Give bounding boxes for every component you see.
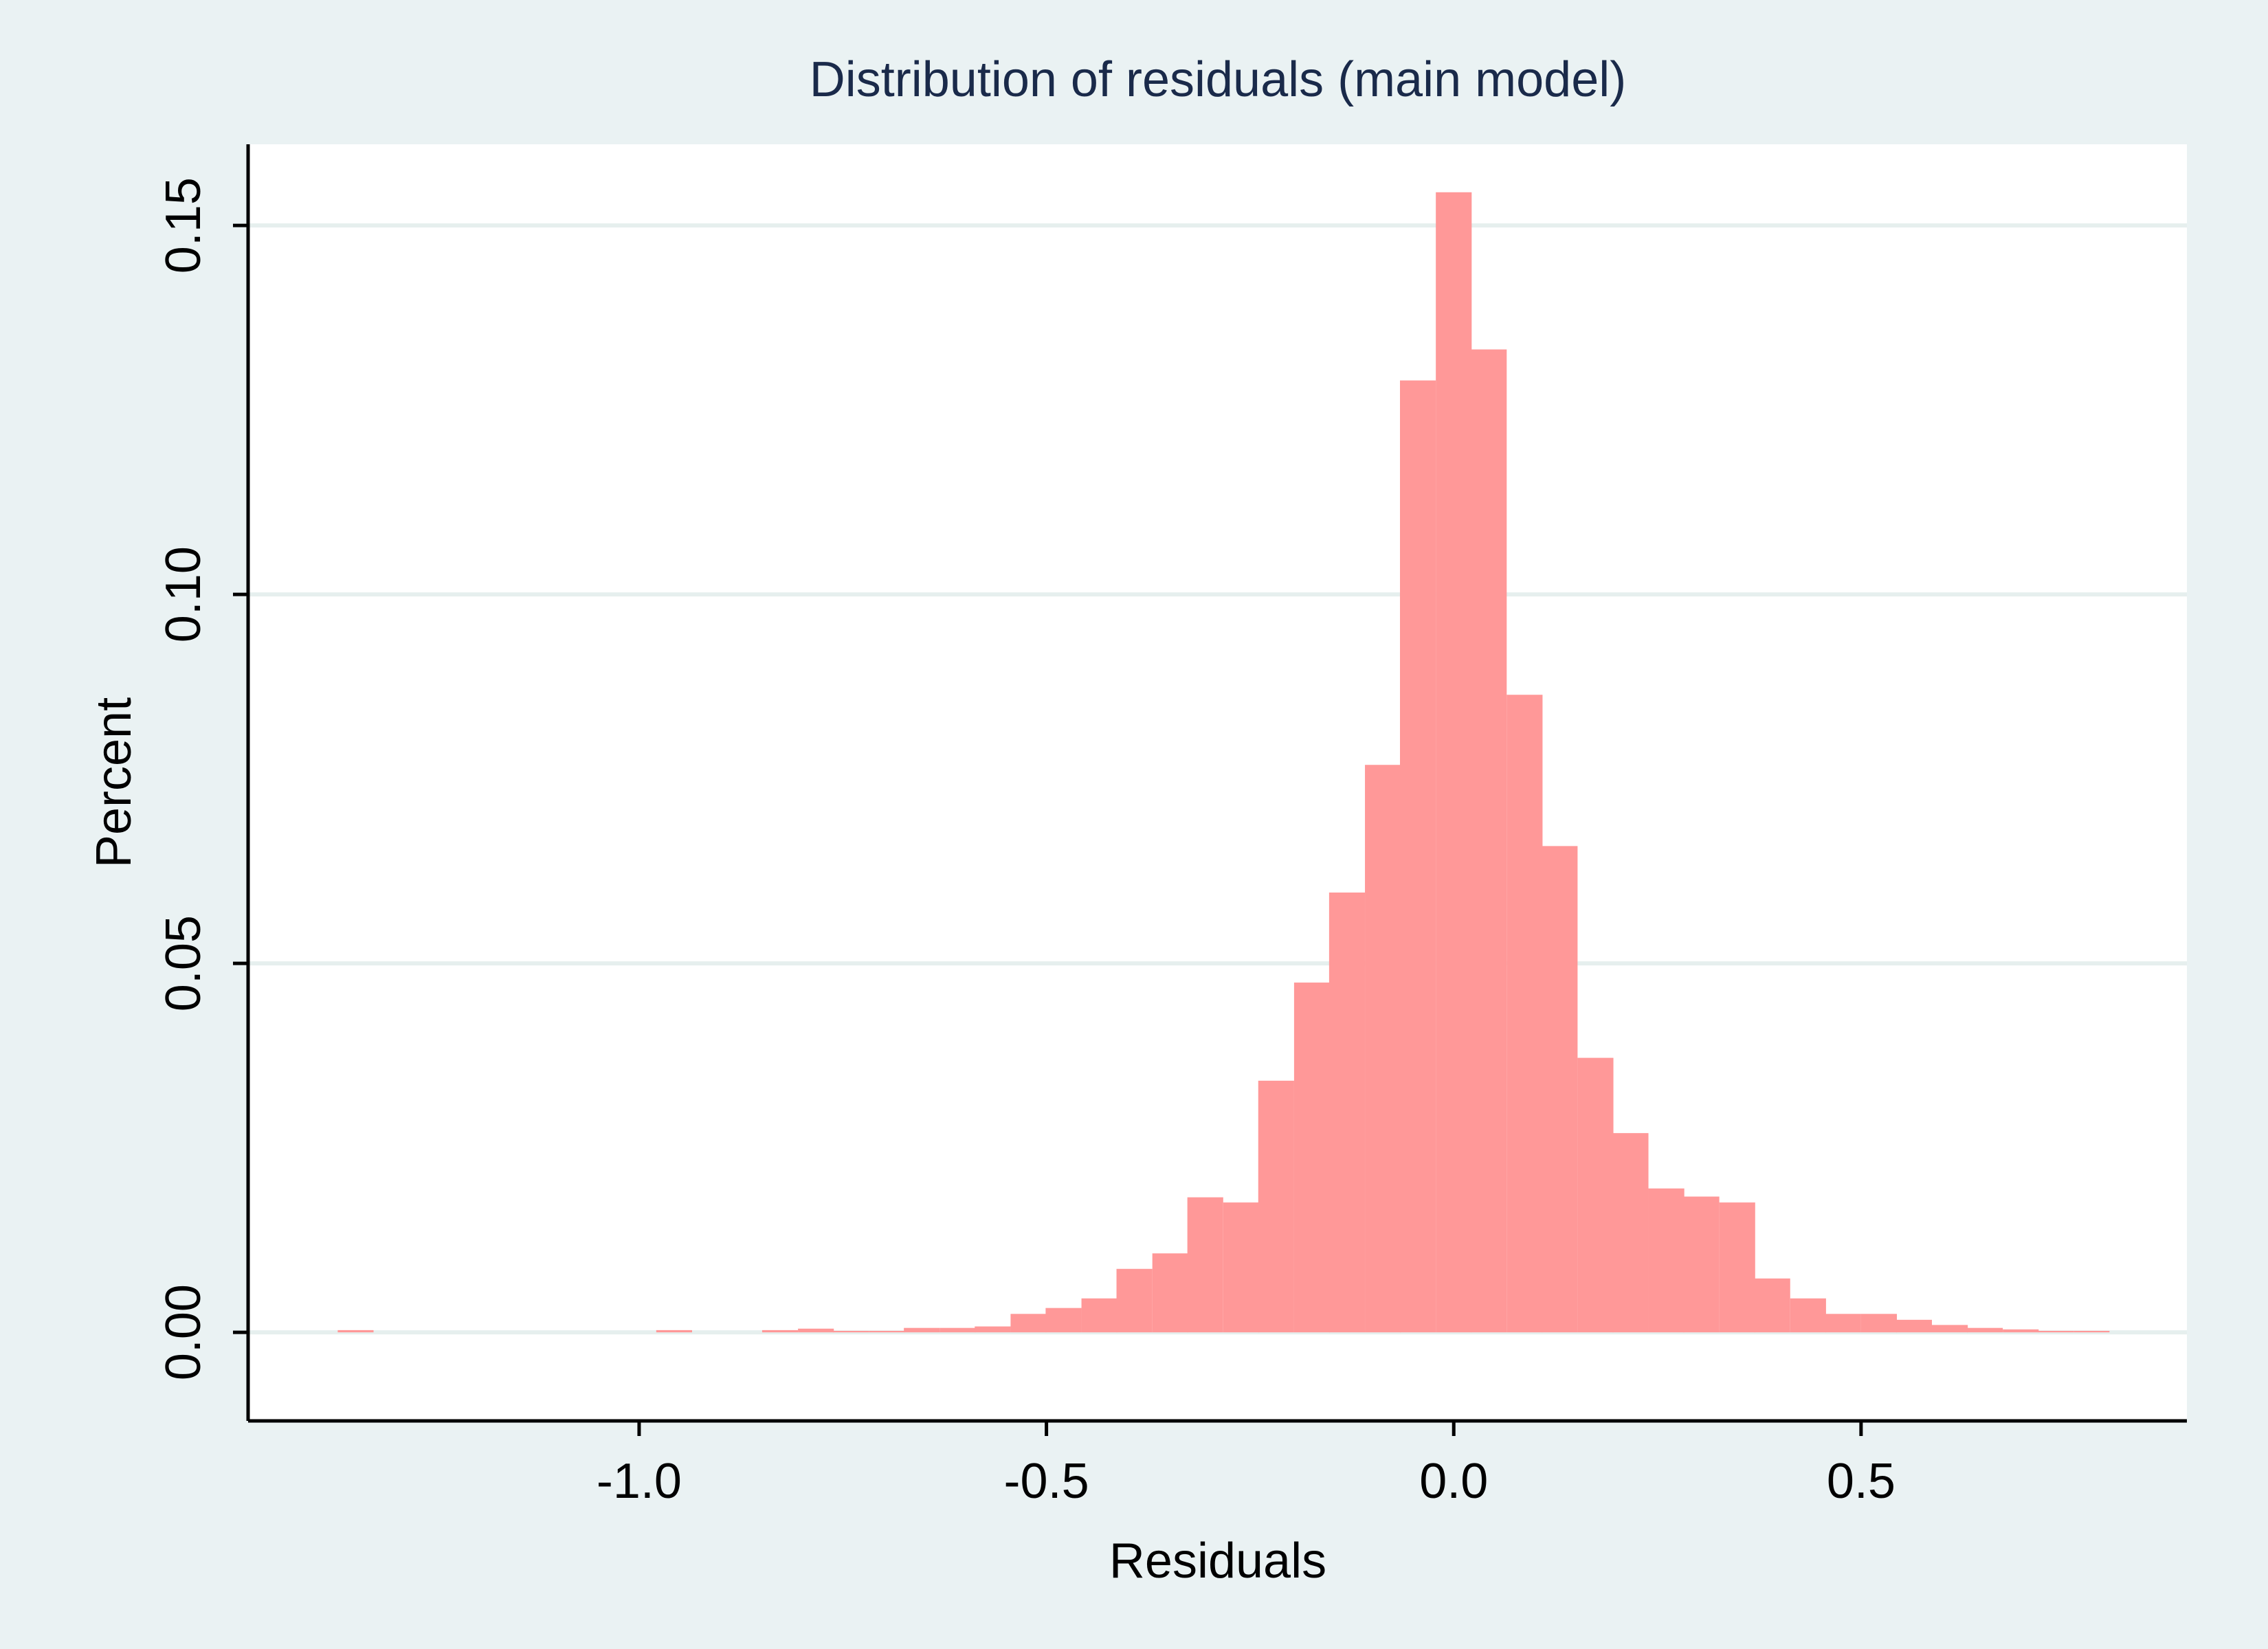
y-tick-label: 0.05 [156, 915, 211, 1011]
histogram-bar [1719, 1202, 1755, 1333]
histogram-bar [1116, 1268, 1153, 1333]
histogram-bar [337, 1330, 374, 1333]
histogram-bar [1081, 1298, 1118, 1333]
x-ticks: -1.0 -0.5 0.0 0.5 [597, 1421, 1895, 1509]
histogram-bar [1825, 1314, 1861, 1333]
histogram-bar [1471, 349, 1507, 1333]
histogram-bar [975, 1326, 1011, 1333]
x-axis-label: Residuals [1109, 1534, 1326, 1589]
histogram-bar [1790, 1298, 1826, 1333]
histogram-bar [1612, 1133, 1649, 1333]
histogram-bar [1400, 380, 1436, 1333]
y-axis-label: Percent [87, 697, 142, 868]
histogram-bar [1152, 1253, 1188, 1333]
histogram-bar [904, 1327, 940, 1333]
histogram-bar [1365, 765, 1401, 1333]
histogram-bar [1507, 695, 1543, 1333]
y-tick-label: 0.15 [156, 177, 211, 273]
histogram-bar [869, 1330, 905, 1333]
y-tick-label: 0.10 [156, 546, 211, 642]
x-tick-label: 0.0 [1419, 1454, 1488, 1509]
y-tick-label: 0.00 [156, 1284, 211, 1380]
histogram-bar [2038, 1330, 2074, 1333]
x-tick-label: -0.5 [1004, 1454, 1089, 1509]
histogram-bar [1223, 1202, 1259, 1333]
histogram-bar [1683, 1196, 1720, 1333]
histogram-bar [1648, 1188, 1685, 1333]
bars [337, 192, 2110, 1333]
y-ticks: 0.00 0.05 0.10 0.15 [156, 177, 248, 1380]
histogram-bar [1932, 1325, 1968, 1333]
histogram-bar [798, 1328, 834, 1333]
histogram-bar [1895, 1319, 1933, 1333]
histogram-bar [1577, 1057, 1614, 1333]
histogram-bar [940, 1327, 976, 1333]
histogram-bar [2003, 1329, 2039, 1333]
histogram-bar [1328, 893, 1366, 1333]
x-tick-label: 0.5 [1827, 1454, 1895, 1509]
histogram-bar [1293, 983, 1331, 1333]
chart-title: Distribution of residuals (main model) [810, 52, 1626, 107]
histogram-bar [1966, 1327, 2003, 1333]
histogram-bar [761, 1330, 799, 1333]
histogram-bar [1258, 1080, 1294, 1333]
histogram-bar [1754, 1278, 1790, 1333]
histogram-bar [656, 1330, 692, 1333]
histogram-bar [833, 1330, 869, 1333]
histogram-bar [2074, 1330, 2110, 1333]
histogram-bar [1045, 1308, 1082, 1333]
histogram-bar [1010, 1314, 1047, 1333]
x-tick-label: -1.0 [597, 1454, 682, 1509]
histogram-bar [1542, 846, 1578, 1333]
histogram-bar [1436, 192, 1472, 1333]
histogram-bar [1860, 1314, 1898, 1333]
histogram-bar [1187, 1197, 1223, 1333]
